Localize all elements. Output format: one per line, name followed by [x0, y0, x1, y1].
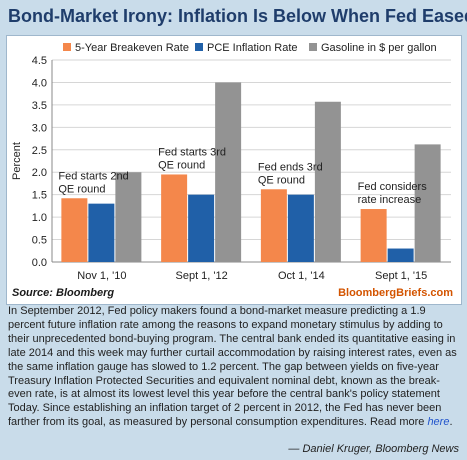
x-tick-label: Sept 1, '15	[375, 270, 427, 282]
y-tick-label: 3.0	[32, 122, 47, 134]
bar	[314, 101, 341, 262]
article-text: In September 2012, Fed policy makers fou…	[8, 305, 462, 430]
y-axis-label: Percent	[11, 142, 23, 180]
annotation-text: Fed considers	[358, 181, 428, 193]
bar	[414, 144, 441, 262]
byline: — Daniel Kruger, Bloomberg News	[288, 443, 459, 455]
x-tick-label: Sept 1, '12	[176, 270, 228, 282]
annotation-text: Fed ends 3rd	[258, 161, 323, 173]
bar	[115, 172, 142, 262]
legend-swatch	[309, 43, 317, 51]
brand-link[interactable]: BloombergBriefs.com	[338, 287, 453, 299]
bar	[387, 248, 414, 262]
bar	[360, 209, 387, 262]
y-tick-label: 1.5	[32, 190, 47, 202]
x-tick-label: Nov 1, '10	[77, 270, 126, 282]
legend-swatch	[195, 43, 203, 51]
y-tick-label: 2.0	[32, 167, 47, 179]
annotation-text: QE round	[258, 174, 305, 186]
bar-chart: 5-Year Breakeven Rate PCE Inflation Rate G…	[11, 42, 451, 282]
legend-label: Gasoline in $ per gallon	[321, 42, 437, 54]
source-note: Source: Bloomberg	[12, 287, 115, 299]
bar	[260, 189, 287, 262]
bar	[61, 198, 88, 262]
y-tick-label: 4.0	[32, 77, 47, 89]
legend-swatch	[63, 43, 71, 51]
annotation-text: QE round	[58, 183, 105, 195]
y-tick-label: 2.5	[32, 145, 47, 157]
legend-label: 5-Year Breakeven Rate	[75, 42, 189, 54]
article-body: In September 2012, Fed policy makers fou…	[8, 305, 457, 429]
y-tick-label: 0.0	[32, 257, 47, 269]
y-tick-label: 1.0	[32, 212, 47, 224]
annotation-text: Fed starts 2nd	[58, 170, 128, 182]
chart-title: Bond-Market Irony: Inflation Is Below Wh…	[8, 6, 467, 26]
y-tick-label: 4.5	[32, 55, 47, 67]
legend-label: PCE Inflation Rate	[207, 42, 298, 54]
read-more-link[interactable]: here	[427, 416, 450, 429]
annotation-text: QE round	[158, 159, 205, 171]
bar	[88, 203, 115, 262]
x-tick-label: Oct 1, '14	[278, 270, 325, 282]
bar	[188, 194, 215, 262]
article-end: .	[449, 416, 453, 429]
chart-panel: 5-Year Breakeven Rate PCE Inflation Rate G…	[6, 35, 462, 305]
y-tick-label: 0.5	[32, 235, 47, 247]
annotation-text: rate increase	[358, 194, 422, 206]
y-tick-label: 3.5	[32, 100, 47, 112]
bar	[287, 194, 314, 262]
annotation-text: Fed starts 3rd	[158, 146, 226, 158]
bar	[215, 82, 242, 262]
bar	[161, 174, 188, 262]
